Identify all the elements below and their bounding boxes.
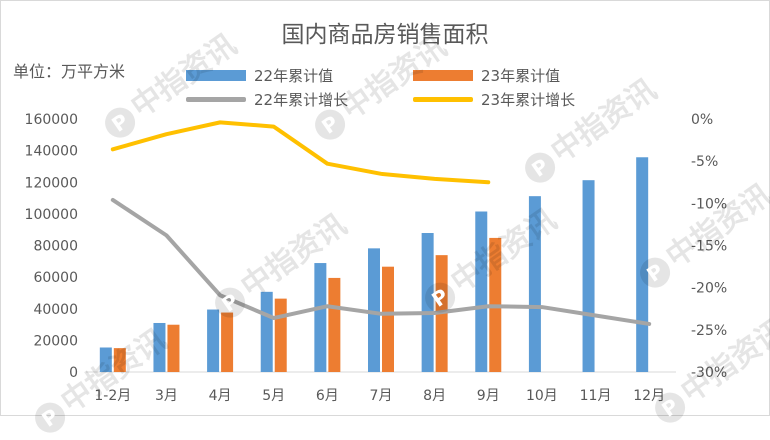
x-tick-label: 6月 [316, 388, 339, 404]
legend-swatch-23-growth [413, 97, 473, 102]
x-tick-label: 8月 [423, 388, 446, 404]
bar-22-cumulative [260, 291, 273, 372]
x-tick-label: 7月 [370, 388, 393, 404]
y-left-tick-label: 80000 [33, 239, 78, 255]
chart-title: 国内商品房销售面积 [281, 22, 489, 48]
legend-swatch-23-cumulative [413, 70, 473, 81]
legend-item-23-growth: 23年累计增长 [413, 89, 575, 110]
bar-22-cumulative [636, 157, 649, 372]
x-tick-label: 5月 [262, 388, 285, 404]
y-right-tick-label: -15% [691, 239, 727, 255]
x-tick-label: 10月 [526, 388, 558, 404]
y-left-tick-label: 140000 [25, 144, 78, 160]
bar-23-cumulative [167, 324, 180, 372]
legend-label-23-cumulative: 23年累计值 [481, 67, 561, 85]
y-left-tick-label: 0 [69, 365, 78, 381]
bar-22-cumulative [207, 309, 220, 372]
legend-swatch-22-cumulative [186, 70, 246, 81]
bar-23-cumulative [382, 266, 394, 372]
bar-22-cumulative [153, 322, 166, 372]
bar-23-cumulative [221, 312, 234, 372]
bar-22-cumulative [368, 248, 380, 372]
bar-22-cumulative [99, 347, 112, 372]
x-tick-label: 1-2月 [94, 388, 131, 404]
y-right-tick-label: -25% [691, 323, 727, 339]
bar-22-cumulative [582, 180, 595, 372]
x-tick-label: 11月 [580, 388, 612, 404]
legend-label-23-growth: 23年累计增长 [481, 91, 576, 109]
bar-22-cumulative [314, 263, 327, 372]
x-tick-label: 4月 [209, 388, 232, 404]
legend-item-22-growth: 22年累计增长 [186, 89, 348, 110]
line-22-growth [110, 197, 652, 326]
bar-23-cumulative [113, 348, 126, 372]
y-right-tick-label: -20% [691, 281, 727, 297]
y-right-tick-label: -10% [691, 196, 727, 212]
bar-22-cumulative [421, 233, 434, 372]
x-tick-label: 12月 [633, 388, 665, 404]
bar-22-cumulative [475, 211, 488, 372]
bar-22-cumulative [528, 196, 541, 372]
y-right-tick-label: -5% [691, 154, 718, 170]
legend-swatch-22-growth [186, 97, 246, 102]
y-left-tick-label: 100000 [25, 207, 78, 223]
y-right-tick-label: -30% [691, 365, 727, 381]
y-left-tick-label: 20000 [33, 333, 78, 349]
x-tick-label: 9月 [477, 388, 500, 404]
legend-label-22-cumulative: 22年累计值 [254, 67, 334, 85]
unit-label: 单位：万平方米 [13, 62, 126, 81]
y-right-tick-label: 0% [691, 112, 713, 128]
legend-item-22-cumulative: 22年累计值 [186, 65, 333, 86]
bar-23-cumulative [328, 277, 341, 372]
y-left-tick-label: 40000 [33, 302, 78, 318]
y-left-tick-label: 120000 [25, 175, 78, 191]
legend-item-23-cumulative: 23年累计值 [413, 65, 560, 86]
y-left-tick-label: 60000 [33, 270, 78, 286]
legend-label-22-growth: 22年累计增长 [254, 91, 349, 109]
x-tick-label: 3月 [155, 388, 178, 404]
chart-plot: 0 20000 40000 60000 80000 100000 120000 140000 1… [25, 112, 728, 404]
y-left-tick-label: 160000 [25, 112, 78, 128]
bar-23-cumulative [274, 298, 287, 372]
line-23-growth [110, 120, 491, 185]
